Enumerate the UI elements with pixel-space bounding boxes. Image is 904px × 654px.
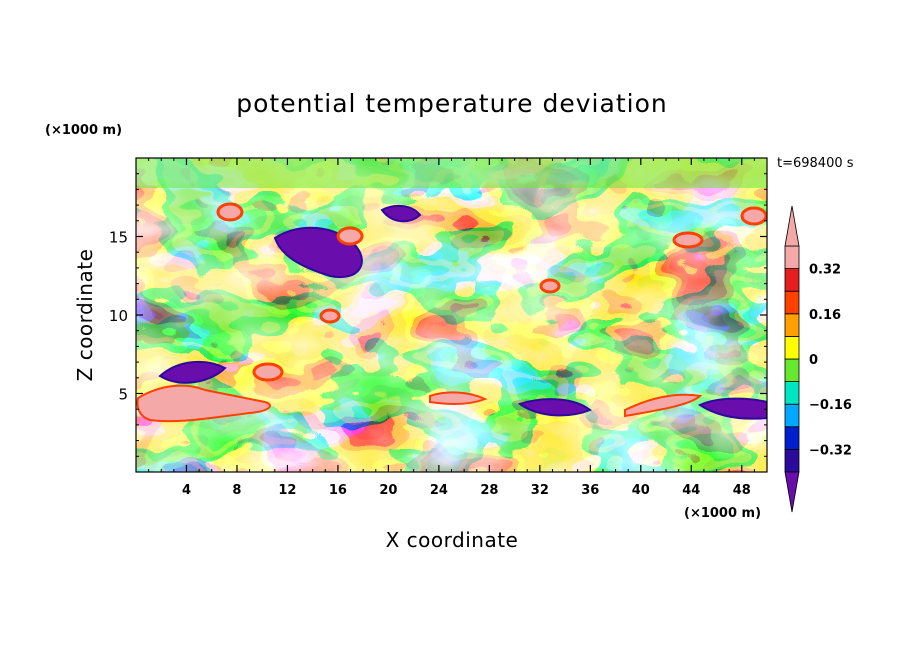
x-tick-label: 36 [581, 483, 599, 498]
colorbar-over-triangle [784, 205, 800, 247]
colorbar-bin [784, 426, 800, 450]
time-label: t=698400 s [777, 156, 854, 171]
warm-patch [672, 231, 704, 249]
y-unit-label: (×1000 m) [45, 123, 122, 138]
x-tick-label: 40 [632, 483, 650, 498]
trough-purple [380, 204, 422, 223]
x-axis-ticks: 4 8 12 16 20 24 28 32 36 40 44 48 [148, 158, 755, 498]
colorbar [784, 205, 800, 513]
upper-band [136, 158, 767, 188]
colorbar-bin [784, 358, 800, 383]
warm-patch [319, 308, 341, 324]
x-unit-label: (×1000 m) [684, 506, 761, 521]
warm-patch [252, 362, 284, 382]
colorbar-tick-label: −0.32 [809, 443, 852, 458]
x-tick-label: 12 [278, 483, 296, 498]
colorbar-bin [784, 313, 800, 337]
y-tick-label: 10 [109, 307, 128, 325]
inversion-band-pink [136, 384, 271, 423]
contour-field [136, 158, 767, 472]
inversion-band-pink [624, 393, 703, 418]
colorbar-tick-label: 0 [809, 353, 818, 368]
x-tick-label: 16 [329, 483, 347, 498]
warm-patch [539, 278, 561, 294]
colorbar-bin [784, 245, 800, 270]
colorbar-bin [784, 268, 800, 292]
colorbar-tick-label: −0.16 [809, 398, 852, 413]
y-axis-ticks: 5 10 15 [109, 173, 767, 457]
x-tick-label: 4 [182, 483, 191, 498]
colorbar-tick-label: 0.32 [809, 263, 841, 278]
y-tick-label: 5 [118, 386, 128, 404]
colorbar-labels: 0.32 0.16 0 −0.16 −0.32 [809, 263, 852, 459]
warm-patch [740, 206, 767, 226]
x-tick-label: 24 [430, 483, 448, 498]
colorbar-under-triangle [784, 471, 800, 513]
colorbar-bin [784, 403, 800, 428]
x-tick-label: 32 [531, 483, 549, 498]
y-axis-label: Z coordinate [73, 249, 97, 382]
warm-patch [216, 202, 244, 222]
x-tick-label: 20 [379, 483, 397, 498]
trough-purple [517, 398, 592, 417]
x-axis-label: X coordinate [386, 528, 519, 552]
x-tick-label: 8 [232, 483, 241, 498]
warm-patch [336, 226, 364, 246]
colorbar-bin [784, 335, 800, 360]
trough-purple [158, 360, 227, 384]
colorbar-bin [784, 290, 800, 315]
colorbar-tick-label: 0.16 [809, 308, 841, 323]
trough-purple [697, 397, 767, 420]
inversion-band-pink [429, 391, 488, 405]
y-tick-label: 15 [109, 229, 128, 247]
colorbar-bin [784, 448, 800, 473]
x-tick-label: 44 [682, 483, 700, 498]
x-tick-label: 48 [733, 483, 751, 498]
chart-title: potential temperature deviation [236, 89, 667, 118]
colorbar-bin [784, 381, 800, 405]
x-tick-label: 28 [480, 483, 498, 498]
